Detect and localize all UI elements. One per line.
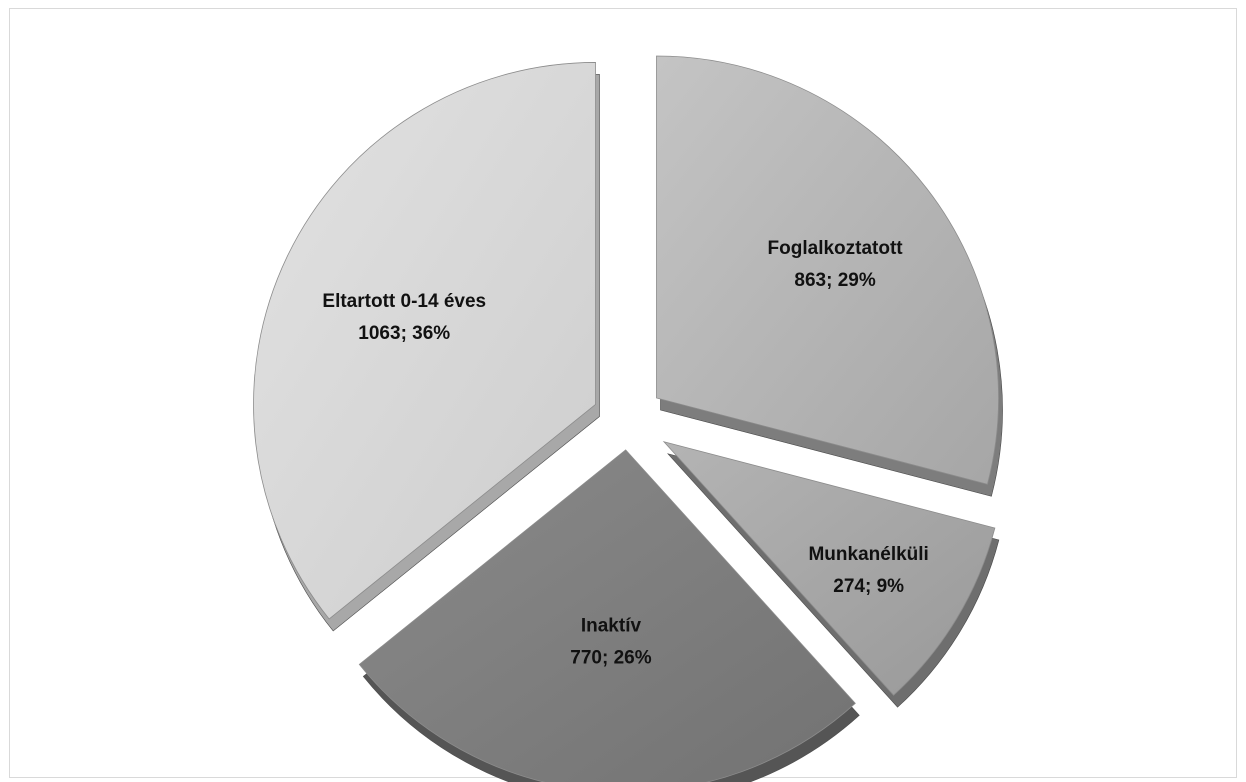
slice-value-label-foglalkoztatott: 863; 29%	[794, 270, 875, 291]
pie-slice-foglalkoztatott	[656, 55, 999, 485]
slice-label-munkanelkuli: Munkanélküli	[808, 544, 928, 565]
pie-slice-munkanelkuli	[662, 441, 996, 696]
slice-value-label-inaktiv: 770; 26%	[570, 647, 651, 668]
pie-slice-inaktiv	[358, 449, 856, 782]
pie-slice-eltartott-0-14-eves	[253, 62, 596, 620]
slice-label-eltartott-0-14-eves: Eltartott 0-14 éves	[322, 291, 486, 312]
slice-label-inaktiv: Inaktív	[581, 615, 642, 636]
slice-value-label-eltartott-0-14-eves: 1063; 36%	[358, 323, 450, 344]
slice-value-label-munkanelkuli: 274; 9%	[833, 576, 904, 597]
slice-label-foglalkoztatott: Foglalkoztatott	[768, 238, 904, 259]
